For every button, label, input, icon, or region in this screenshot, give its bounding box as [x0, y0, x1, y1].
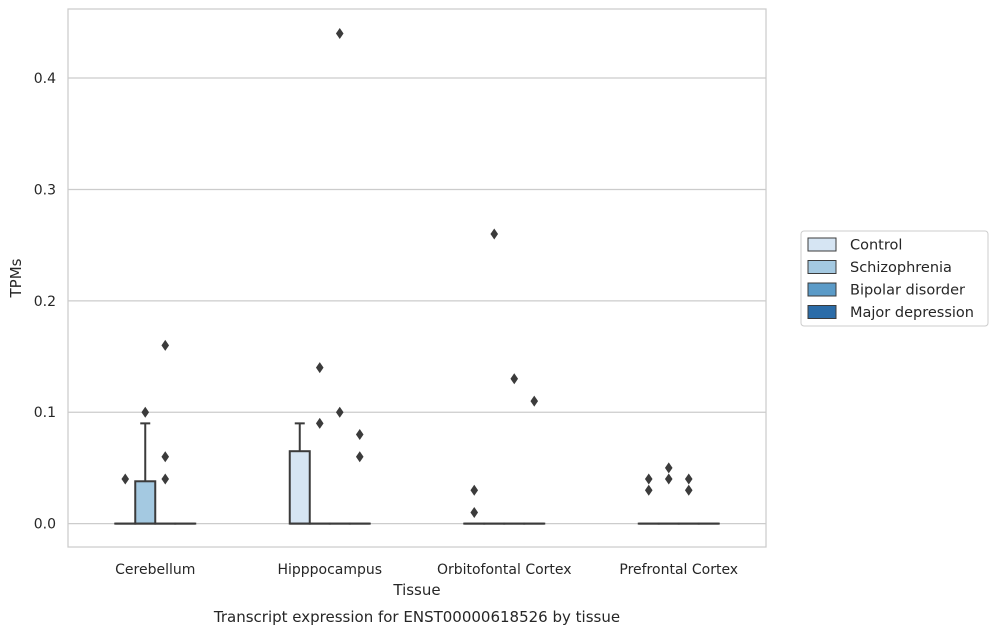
x-tick-label: Cerebellum	[115, 562, 195, 578]
box-group	[134, 406, 157, 525]
y-tick-label: 0.1	[34, 405, 56, 421]
x-tick-labels: Cerebellum Hipppocampus Orbitofontal Corte…	[115, 562, 738, 578]
outlier-point	[664, 473, 673, 485]
legend-label: Control	[850, 238, 902, 254]
box-group	[523, 395, 546, 525]
outlier-point	[161, 451, 170, 463]
box-group	[288, 422, 311, 525]
outlier-point	[121, 473, 130, 485]
box-group	[154, 339, 177, 525]
outlier-point	[664, 462, 673, 474]
box-body	[134, 480, 157, 525]
plot-area	[114, 28, 720, 525]
outlier-point	[684, 473, 693, 485]
y-tick-label: 0.2	[34, 294, 56, 310]
outlier-point	[644, 484, 653, 496]
outlier-point	[470, 506, 479, 518]
legend-swatch	[807, 305, 837, 319]
legend-label: Bipolar disorder	[850, 283, 965, 299]
legend-label: Schizophrenia	[850, 260, 952, 276]
x-tick-label: Prefrontal Cortex	[619, 562, 738, 578]
outlier-point	[490, 228, 499, 240]
box-body	[288, 450, 311, 525]
box-group	[308, 362, 331, 525]
y-tick-labels: 0.0 0.1 0.2 0.3 0.4	[34, 71, 56, 533]
outlier-point	[530, 395, 539, 407]
x-tick-label: Hipppocampus	[277, 562, 382, 578]
outlier-point	[335, 28, 344, 40]
box-group	[348, 428, 371, 525]
legend: Control Schizophrenia Bipolar disorder Majo…	[800, 230, 989, 327]
outlier-point	[315, 417, 324, 429]
outlier-point	[315, 362, 324, 374]
outlier-point	[684, 484, 693, 496]
legend-swatch	[807, 282, 837, 297]
legend-frame	[800, 230, 989, 327]
box-group	[463, 484, 486, 525]
outlier-point	[335, 406, 344, 418]
legend-swatch	[807, 237, 837, 252]
outlier-point	[644, 473, 653, 485]
chart-caption: Transcript expression for ENST0000061852…	[213, 608, 620, 626]
y-tick-label: 0.0	[34, 517, 56, 533]
outlier-point	[161, 339, 170, 351]
x-tick-label: Orbitofontal Cortex	[437, 562, 572, 578]
outlier-point	[161, 473, 170, 485]
outlier-point	[470, 484, 479, 496]
outlier-point	[510, 373, 519, 385]
legend-swatch	[807, 260, 837, 274]
y-tick-label: 0.4	[34, 71, 56, 87]
plot-frame	[67, 8, 767, 548]
outlier-point	[355, 451, 364, 463]
outlier-point	[355, 428, 364, 440]
y-tick-label: 0.3	[34, 182, 56, 198]
y-axis-label: TPMs	[7, 258, 25, 298]
legend-label: Major depression	[850, 305, 974, 321]
x-axis-label: Tissue	[392, 581, 440, 599]
outlier-point	[141, 406, 150, 418]
